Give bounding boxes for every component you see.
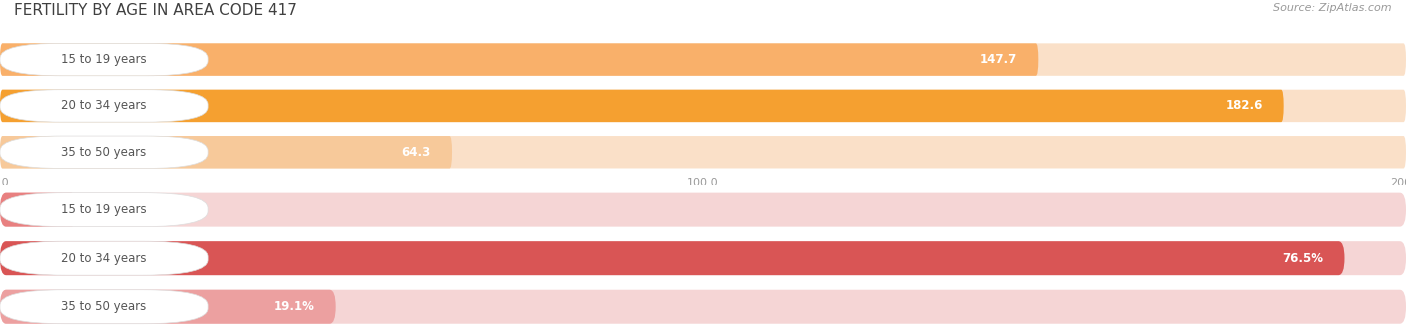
Text: 15 to 19 years: 15 to 19 years	[62, 53, 146, 66]
Text: 15 to 19 years: 15 to 19 years	[62, 203, 146, 216]
FancyBboxPatch shape	[0, 241, 1406, 275]
Text: 35 to 50 years: 35 to 50 years	[62, 300, 146, 313]
FancyBboxPatch shape	[0, 43, 1406, 76]
FancyBboxPatch shape	[0, 136, 1406, 168]
FancyBboxPatch shape	[0, 136, 453, 168]
Text: 147.7: 147.7	[980, 53, 1018, 66]
Text: Source: ZipAtlas.com: Source: ZipAtlas.com	[1274, 3, 1392, 13]
Text: FERTILITY BY AGE IN AREA CODE 417: FERTILITY BY AGE IN AREA CODE 417	[14, 3, 297, 18]
FancyBboxPatch shape	[0, 290, 336, 324]
Text: 20 to 34 years: 20 to 34 years	[62, 99, 146, 113]
FancyBboxPatch shape	[0, 193, 1406, 227]
Text: 64.3: 64.3	[402, 146, 432, 159]
Text: 76.5%: 76.5%	[1282, 252, 1323, 265]
FancyBboxPatch shape	[0, 241, 1344, 275]
Text: 20 to 34 years: 20 to 34 years	[62, 252, 146, 265]
FancyBboxPatch shape	[0, 43, 1038, 76]
FancyBboxPatch shape	[0, 90, 1406, 122]
FancyBboxPatch shape	[0, 193, 77, 227]
FancyBboxPatch shape	[0, 290, 1406, 324]
FancyBboxPatch shape	[0, 90, 1284, 122]
Text: 35 to 50 years: 35 to 50 years	[62, 146, 146, 159]
Text: 182.6: 182.6	[1225, 99, 1263, 113]
Text: 4.4%: 4.4%	[24, 203, 56, 216]
Text: 19.1%: 19.1%	[274, 300, 315, 313]
